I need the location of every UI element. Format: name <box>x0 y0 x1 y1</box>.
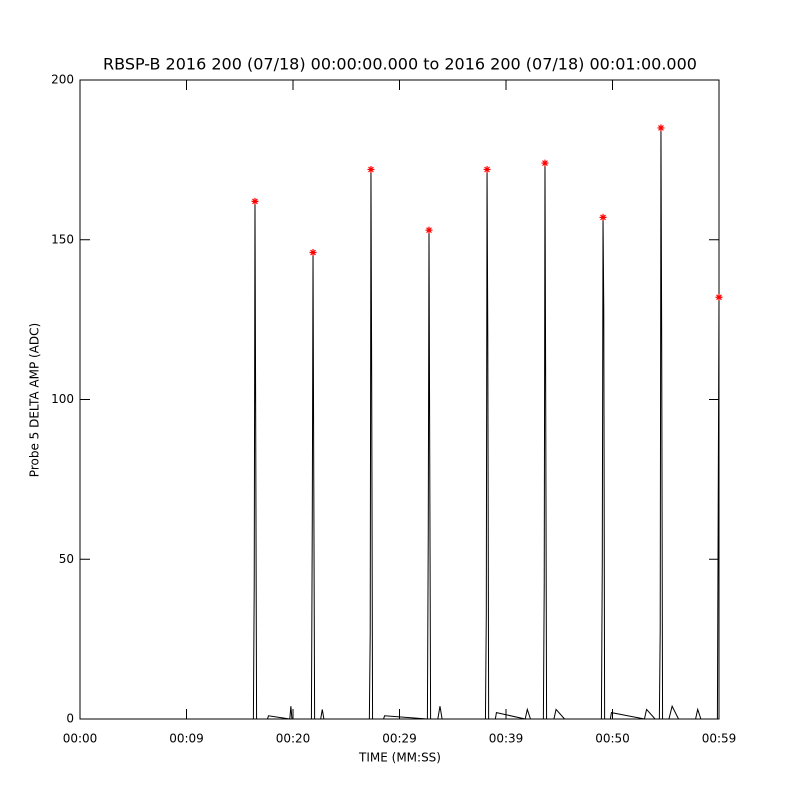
x-tick-label: 00:00 <box>63 732 98 746</box>
x-axis-label: TIME (MM:SS) <box>358 751 441 765</box>
y-tick-label: 50 <box>59 552 74 566</box>
peak-marker <box>251 197 259 205</box>
y-tick-label: 0 <box>66 712 74 726</box>
peak-marker <box>715 293 723 301</box>
x-tick-label: 00:09 <box>169 732 204 746</box>
peak-marker <box>425 226 433 234</box>
peak-marker <box>541 159 549 167</box>
y-axis-label: Probe 5 DELTA AMP (ADC) <box>28 323 42 477</box>
chart-title: RBSP-B 2016 200 (07/18) 00:00:00.000 to … <box>103 55 697 74</box>
y-tick-label: 100 <box>51 392 74 406</box>
x-tick-label: 00:39 <box>489 732 524 746</box>
y-tick-label: 200 <box>51 73 74 87</box>
y-tick-label: 150 <box>51 232 74 246</box>
x-tick-label: 00:50 <box>595 732 630 746</box>
x-tick-label: 00:59 <box>702 732 737 746</box>
x-tick-label: 00:29 <box>382 732 417 746</box>
peak-marker <box>657 124 665 132</box>
peak-marker <box>309 249 317 257</box>
peak-marker <box>367 165 375 173</box>
peak-marker <box>599 213 607 221</box>
x-tick-label: 00:20 <box>276 732 311 746</box>
plot-frame <box>79 79 720 720</box>
data-line <box>80 127 720 720</box>
peak-marker <box>483 165 491 173</box>
